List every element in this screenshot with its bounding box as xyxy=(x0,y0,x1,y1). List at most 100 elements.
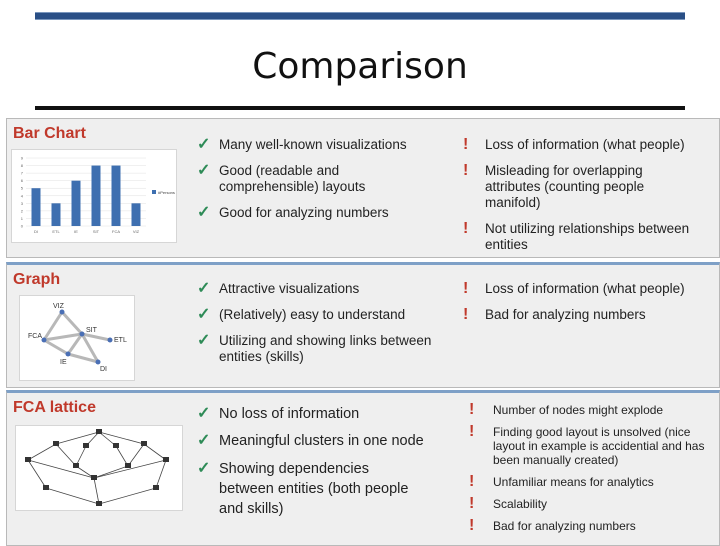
top-accent-bar xyxy=(35,12,685,20)
pro-item: ✓ Many well-known visualizations xyxy=(197,136,407,153)
graph-node xyxy=(41,337,47,343)
section-heading: FCA lattice xyxy=(13,399,96,416)
bar xyxy=(91,165,101,226)
green-check-icon: ✓ xyxy=(197,136,211,153)
y-tick-label: 6 xyxy=(21,178,24,183)
lattice-edge xyxy=(27,459,95,479)
pros-list: ✓ Many well-known visualizations ✓ Good (r… xyxy=(197,137,442,221)
graph-node-label: SIT xyxy=(86,327,98,334)
graph-edge xyxy=(42,338,70,356)
lattice-thumbnail xyxy=(15,425,183,511)
red-exclamation-icon: ! xyxy=(469,473,475,490)
graph-edge xyxy=(42,332,84,342)
red-exclamation-icon: ! xyxy=(463,220,469,237)
cons-list: ! Loss of information (what people) ! Misl… xyxy=(463,137,698,253)
lattice-edge xyxy=(143,443,167,461)
red-exclamation-icon: ! xyxy=(463,162,469,179)
green-check-icon: ✓ xyxy=(197,405,211,422)
cons-list: ! Number of nodes might explode ! Finding … xyxy=(469,401,709,534)
skill-graph: VIZ SIT FCA ETL IE DI xyxy=(28,303,127,373)
red-exclamation-icon: ! xyxy=(469,495,475,512)
lattice-edge xyxy=(93,459,167,479)
graph-node xyxy=(65,351,71,357)
green-check-icon: ✓ xyxy=(197,280,211,297)
green-check-icon: ✓ xyxy=(197,460,211,477)
graph-edge xyxy=(66,332,84,356)
lattice-edge xyxy=(27,443,57,461)
graph-node-label: DI xyxy=(100,366,107,373)
lattice-node xyxy=(141,441,147,446)
y-tick-label: 0 xyxy=(21,224,24,229)
green-check-icon: ✓ xyxy=(197,204,211,221)
y-tick-label: 4 xyxy=(21,193,24,198)
graph-node xyxy=(95,359,101,365)
red-exclamation-icon: ! xyxy=(463,136,469,153)
graph-node xyxy=(107,337,113,343)
pro-item: ✓ Meaningful clusters in one node xyxy=(197,432,424,449)
lattice-node xyxy=(73,463,79,468)
graph-edge xyxy=(66,352,100,364)
lattice-node xyxy=(125,463,131,468)
red-exclamation-icon: ! xyxy=(463,280,469,297)
y-tick-label: 8 xyxy=(21,163,24,168)
legend-label: #Persons xyxy=(158,190,175,195)
red-exclamation-icon: ! xyxy=(463,306,469,323)
bar xyxy=(111,165,121,226)
con-item: ! Finding good layout is unsolved (nice l… xyxy=(469,423,705,468)
y-tick-label: 3 xyxy=(21,201,24,206)
x-tick-label: ETL xyxy=(52,229,60,234)
x-tick-label: SIT xyxy=(93,229,100,234)
graph-edge xyxy=(60,310,84,336)
lattice-node xyxy=(25,457,31,462)
red-exclamation-icon: ! xyxy=(469,423,475,440)
green-check-icon: ✓ xyxy=(197,332,211,349)
pro-item: ✓ Utilizing and showing links between ent… xyxy=(197,332,432,365)
pro-item: ✓ Good (readable and comprehensible) layo… xyxy=(197,162,366,195)
lattice-edge xyxy=(55,443,77,467)
con-item: ! Misleading for overlapping attributes (… xyxy=(463,162,645,211)
y-tick-label: 7 xyxy=(21,171,24,176)
x-tick-label: VIZ xyxy=(133,229,140,234)
graph-node-label: ETL xyxy=(114,337,127,344)
pro-item: ✓ No loss of information xyxy=(197,405,360,422)
con-item: ! Not utilizing relationships between ent… xyxy=(463,220,690,253)
graph-node-label: IE xyxy=(60,359,67,366)
mini-bar-chart: 0 1 2 3 4 5 6 7 8 9 DI ETL IE SIT FCA VIZ #Persons xyxy=(21,156,175,235)
graph-thumbnail: VIZ SIT FCA ETL IE DI xyxy=(19,295,135,381)
con-item: ! Loss of information (what people) xyxy=(463,280,685,297)
lattice-node xyxy=(83,443,89,448)
graph-edge xyxy=(80,332,100,364)
red-exclamation-icon: ! xyxy=(469,517,475,534)
slide-title: Comparison xyxy=(252,46,468,87)
x-tick-label: FCA xyxy=(112,229,120,234)
cons-list: ! Loss of information (what people) ! Bad … xyxy=(463,281,698,323)
bar-chart-thumbnail: 0 1 2 3 4 5 6 7 8 9 DI ETL IE SIT FCA VIZ #Persons xyxy=(11,149,177,243)
green-check-icon: ✓ xyxy=(197,432,211,449)
lattice-node xyxy=(163,457,169,462)
legend-swatch xyxy=(152,190,156,194)
lattice-edge xyxy=(93,465,129,479)
graph-edge xyxy=(42,310,64,342)
x-tick-label: DI xyxy=(34,229,38,234)
section-fca-lattice: FCA lattice xyxy=(6,390,720,546)
pros-list: ✓ Attractive visualizations ✓ (Relatively)… xyxy=(197,281,442,365)
lattice-edge xyxy=(45,487,100,505)
pro-item: ✓ Good for analyzing numbers xyxy=(197,204,389,221)
con-item: ! Unfamiliar means for analytics xyxy=(469,473,654,490)
lattice-edge xyxy=(27,459,47,489)
x-tick-label: IE xyxy=(74,229,78,234)
y-tick-label: 2 xyxy=(21,208,24,213)
con-item: ! Number of nodes might explode xyxy=(469,401,664,418)
lattice-edge xyxy=(127,443,145,467)
pro-item: ✓ Showing dependencies between entities (… xyxy=(197,460,409,517)
lattice-edge xyxy=(55,431,100,445)
section-heading: Bar Chart xyxy=(13,125,86,142)
green-check-icon: ✓ xyxy=(197,306,211,323)
y-tick-label: 1 xyxy=(21,216,24,221)
lattice-node xyxy=(153,485,159,490)
con-item: ! Scalability xyxy=(469,495,548,512)
graph-node xyxy=(59,309,65,315)
con-item: ! Loss of information (what people) xyxy=(463,136,685,153)
y-tick-label: 9 xyxy=(21,156,24,161)
section-bar-chart: Bar Chart 0 1 2 3 4 5 6 7 8 9 DI ETL IE SIT FCA VIZ #P… xyxy=(6,118,720,258)
